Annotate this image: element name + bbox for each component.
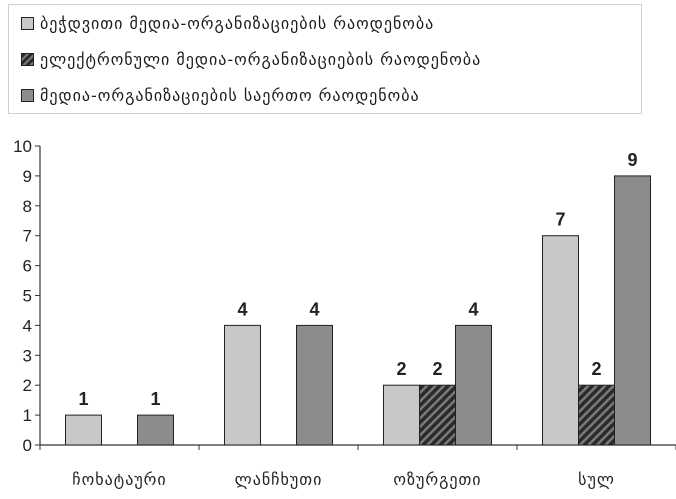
legend-swatch-print <box>21 16 34 30</box>
bar <box>137 414 174 446</box>
data-label: 4 <box>309 299 319 319</box>
bar <box>296 324 333 446</box>
legend-item-print: ბეჭდვითი მედია-ორგანიზაციების რაოდენობა <box>21 13 434 33</box>
data-label: 4 <box>237 299 247 319</box>
bar <box>542 235 579 446</box>
y-tick-label: 10 <box>13 137 32 156</box>
bar <box>419 384 456 446</box>
bar <box>614 175 651 446</box>
bar <box>65 414 102 446</box>
y-tick-label: 8 <box>23 197 32 216</box>
legend-label-print: ბეჭდვითი მედია-ორგანიზაციების რაოდენობა <box>40 13 435 33</box>
bar <box>455 324 492 446</box>
y-tick-label: 1 <box>23 406 32 425</box>
data-label: 1 <box>78 389 88 409</box>
y-tick-label: 3 <box>23 346 32 365</box>
legend-label-electronic: ელექტრონული მედია-ორგანიზაციების რაოდენო… <box>40 49 482 69</box>
legend-swatch-electronic <box>21 52 34 66</box>
legend-label-total: მედია-ორგანიზაციების საერთო რაოდენობა <box>40 85 420 105</box>
y-tick-label: 5 <box>23 287 32 306</box>
data-label: 1 <box>150 389 160 409</box>
bar <box>383 384 420 446</box>
legend-item-electronic: ელექტრონული მედია-ორგანიზაციების რაოდენო… <box>21 49 481 69</box>
legend-swatch-total <box>21 88 34 102</box>
bar <box>578 384 615 446</box>
y-tick-label: 4 <box>23 316 32 335</box>
data-label: 9 <box>627 150 637 170</box>
data-label: 7 <box>555 210 565 230</box>
category-label: ჩოხატაური <box>72 470 166 489</box>
bar <box>224 324 261 446</box>
category-label: ლანჩხუთი <box>235 470 323 489</box>
y-tick-label: 2 <box>23 376 32 395</box>
legend-item-total: მედია-ორგანიზაციების საერთო რაოდენობა <box>21 85 420 105</box>
y-tick-label: 6 <box>23 257 32 276</box>
y-tick-label: 0 <box>23 436 32 455</box>
data-label: 2 <box>432 359 442 379</box>
category-label: ოზურგეთი <box>393 470 481 489</box>
data-label: 2 <box>396 359 406 379</box>
data-label: 2 <box>591 359 601 379</box>
data-label: 4 <box>468 299 478 319</box>
y-tick-label: 9 <box>23 167 32 186</box>
category-label: სულ <box>578 470 615 489</box>
legend: ბეჭდვითი მედია-ორგანიზაციების რაოდენობა … <box>8 4 642 114</box>
y-tick-label: 7 <box>23 227 32 246</box>
